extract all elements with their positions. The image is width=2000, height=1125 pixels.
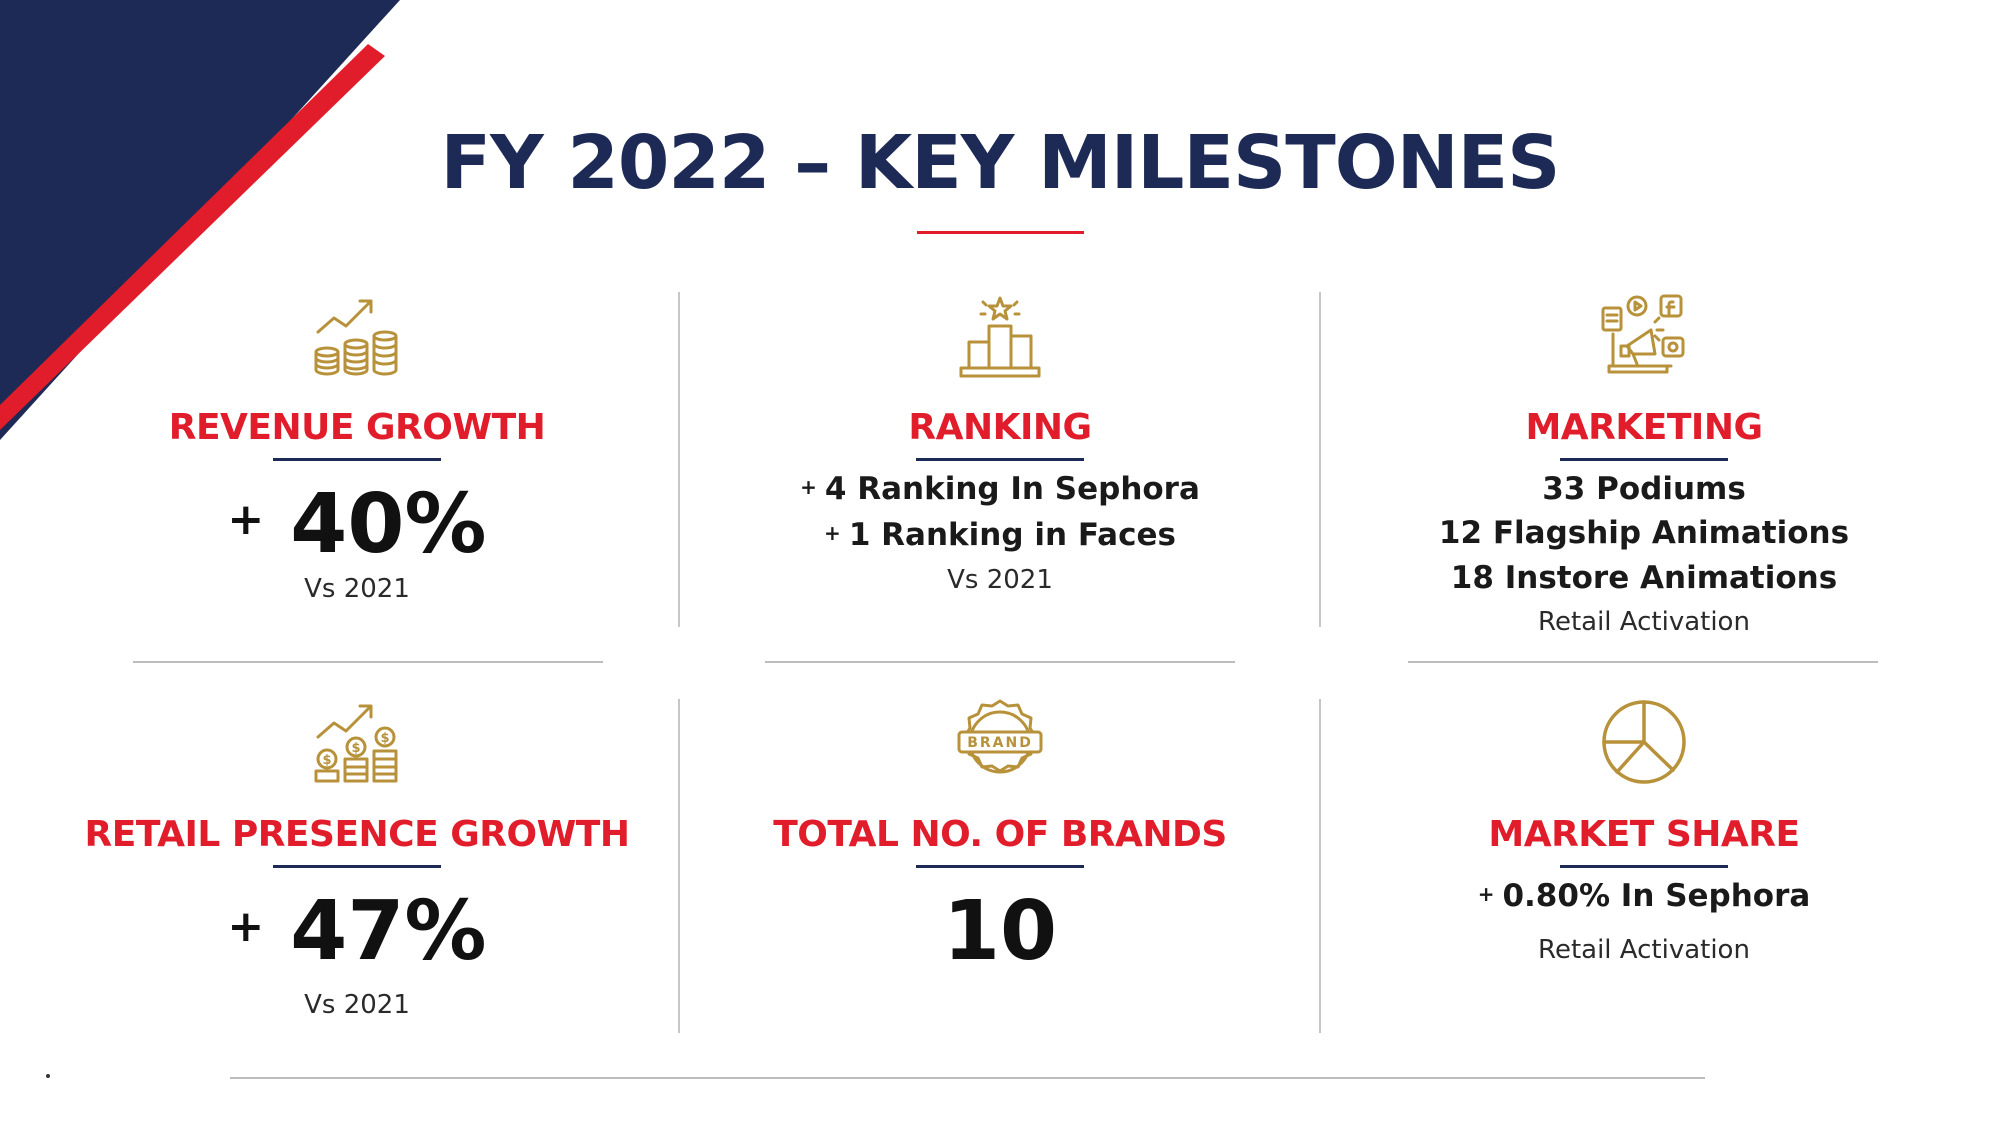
title-underline (917, 231, 1084, 234)
plus-sign: + (824, 521, 841, 545)
card-heading: TOTAL NO. OF BRANDS (773, 814, 1227, 855)
ranking-text: 1 Ranking in Faces (848, 517, 1176, 553)
card-subtext: Vs 2021 (947, 565, 1053, 595)
card-value: 10 (942, 884, 1058, 979)
svg-text:$: $ (380, 731, 389, 746)
page-title: FY 2022 – KEY MILESTONES (440, 120, 1561, 206)
card-ranking: RANKING +4 Ranking In Sephora +1 Ranking… (700, 285, 1300, 625)
plus-sign: + (800, 475, 817, 499)
card-heading: REVENUE GROWTH (168, 407, 546, 448)
ranking-line: +4 Ranking In Sephora (700, 471, 1300, 507)
value-text: 47% (290, 884, 487, 979)
divider-vertical (1319, 699, 1321, 1033)
divider-vertical (1319, 292, 1321, 627)
marketing-line: 33 Podiums (1542, 471, 1746, 507)
stray-dot (46, 1074, 50, 1078)
footer-rule (230, 1077, 1705, 1079)
card-heading: RETAIL PRESENCE GROWTH (84, 814, 630, 855)
card-marketing: MARKETING 33 Podiums 12 Flagship Animati… (1344, 285, 1944, 637)
card-market-share: MARKET SHARE +0.80% In Sephora Retail Ac… (1344, 692, 1944, 1032)
divider-horizontal (1408, 661, 1878, 663)
value-text: 40% (290, 477, 487, 572)
card-heading: MARKET SHARE (1488, 814, 1800, 855)
pie-chart-icon (1599, 697, 1689, 787)
ranking-text: 4 Ranking In Sephora (824, 471, 1200, 507)
card-heading: MARKETING (1525, 407, 1763, 448)
megaphone-social-icon (1599, 290, 1689, 380)
marketing-line: 12 Flagship Animations (1438, 515, 1850, 551)
divider-horizontal (133, 661, 603, 663)
card-total-brands: BRAND TOTAL NO. OF BRANDS 10 (700, 692, 1300, 1032)
market-share-line: +0.80% In Sephora (1344, 878, 1944, 914)
svg-text:$: $ (351, 741, 360, 756)
market-share-text: 0.80% In Sephora (1502, 878, 1811, 914)
heading-underline (1560, 865, 1728, 868)
podium-star-icon (955, 290, 1045, 380)
svg-text:$: $ (322, 753, 331, 768)
heading-underline (1560, 458, 1728, 461)
card-heading: RANKING (908, 407, 1092, 448)
heading-underline (916, 865, 1084, 868)
plus-sign: + (227, 901, 265, 952)
brand-badge-icon: BRAND (955, 697, 1045, 787)
card-revenue-growth: REVENUE GROWTH +40% Vs 2021 (57, 285, 657, 625)
card-subtext: Retail Activation (1538, 935, 1750, 965)
heading-underline (273, 865, 441, 868)
divider-vertical (678, 292, 680, 627)
divider-horizontal (765, 661, 1235, 663)
badge-text: BRAND (967, 735, 1033, 751)
marketing-line: 18 Instore Animations (1450, 560, 1838, 596)
corner-decoration (0, 0, 400, 440)
plus-sign: + (227, 494, 265, 545)
card-subtext: Vs 2021 (304, 990, 410, 1020)
divider-vertical (678, 699, 680, 1033)
plus-sign: + (1477, 882, 1495, 906)
card-retail-presence-growth: $ $ $ RETAIL PRESENCE GROWTH +47% Vs 202… (57, 692, 657, 1032)
heading-underline (916, 458, 1084, 461)
card-value: +40% (57, 477, 657, 572)
card-subtext: Retail Activation (1538, 607, 1750, 637)
growth-chart-coins-icon (312, 290, 402, 380)
dollar-coins-growth-icon: $ $ $ (312, 697, 402, 787)
card-subtext: Vs 2021 (304, 574, 410, 604)
heading-underline (273, 458, 441, 461)
card-value: +47% (57, 884, 657, 979)
ranking-line: +1 Ranking in Faces (700, 517, 1300, 553)
